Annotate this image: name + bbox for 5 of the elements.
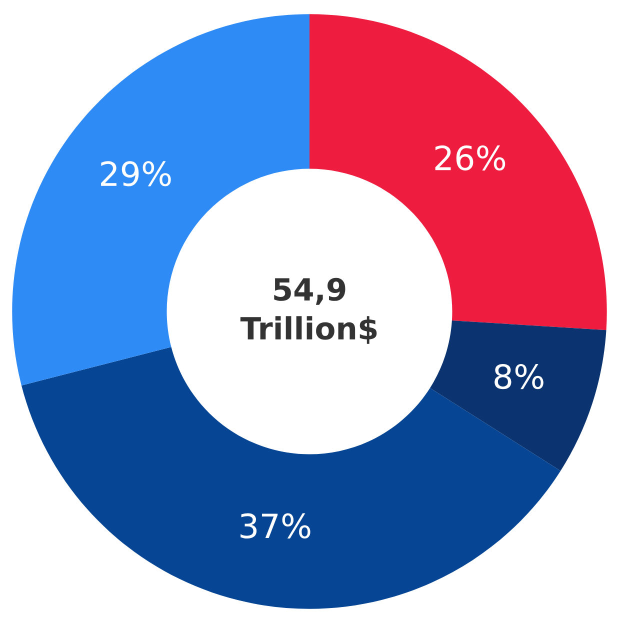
text: 54,9 Trillion$ (240, 278, 377, 344)
data-label: 26% (435, 145, 506, 171)
data-label: 37% (240, 513, 310, 539)
data-label: 8% (494, 364, 544, 390)
data-label: 29% (101, 161, 171, 186)
